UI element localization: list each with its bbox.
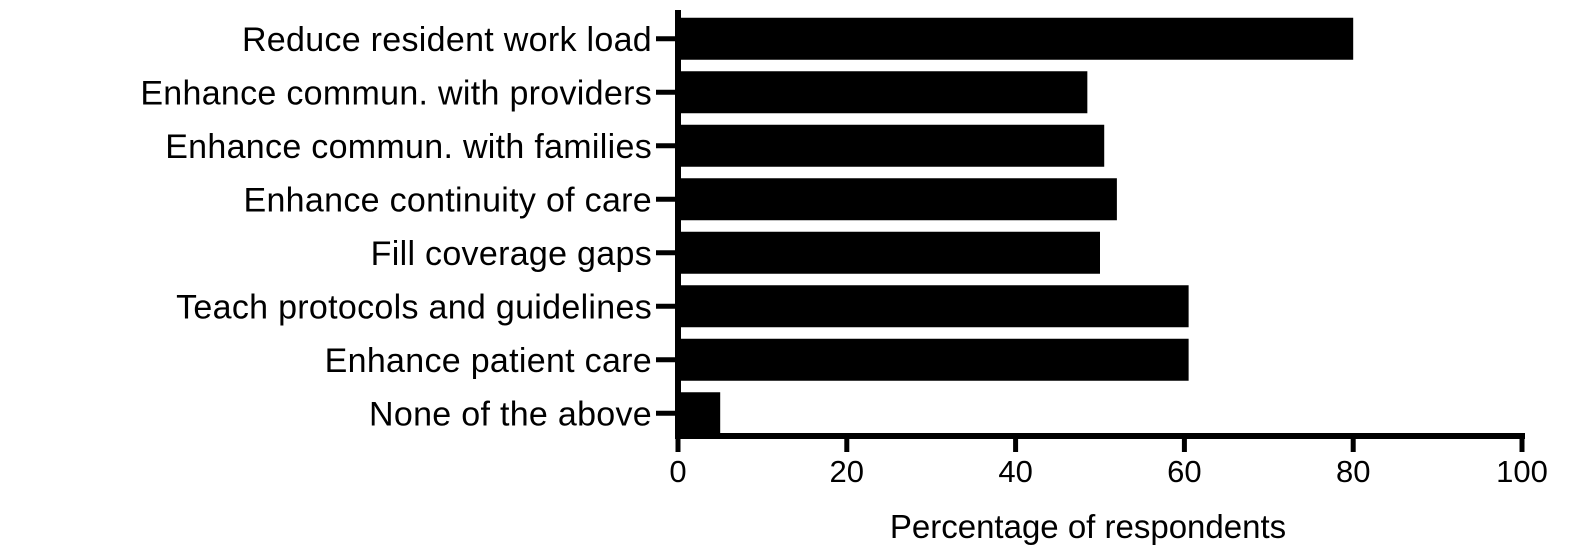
- bar-1: [678, 17, 1354, 60]
- category-label: Enhance commun. with families: [165, 128, 652, 166]
- category-label: Reduce resident work load: [242, 21, 652, 59]
- category-label: Fill coverage gaps: [371, 235, 652, 273]
- category-label: Enhance continuity of care: [244, 181, 653, 219]
- x-tick-label: 80: [1336, 454, 1370, 489]
- x-axis-title: Percentage of respondents: [890, 508, 1286, 545]
- bar-3: [678, 124, 1105, 167]
- axes-layer: [656, 10, 1525, 452]
- bar-5: [678, 231, 1100, 274]
- bar-8: [678, 392, 721, 435]
- category-label: Teach protocols and guidelines: [176, 288, 652, 326]
- category-label: Enhance commun. with providers: [140, 74, 652, 112]
- bar-2: [678, 71, 1088, 114]
- bar-6: [678, 285, 1189, 328]
- bar-4: [678, 178, 1117, 221]
- labels-layer: Reduce resident work load Enhance commun.…: [140, 21, 1548, 489]
- x-tick-label: 100: [1496, 454, 1548, 489]
- bars-layer: [678, 17, 1354, 435]
- x-tick-label: 60: [1167, 454, 1201, 489]
- x-tick-label: 40: [998, 454, 1032, 489]
- x-tick-label: 20: [830, 454, 864, 489]
- category-label: Enhance patient care: [325, 342, 652, 380]
- category-label: None of the above: [369, 395, 652, 433]
- bar-7: [678, 338, 1189, 381]
- x-tick-label: 0: [669, 454, 686, 489]
